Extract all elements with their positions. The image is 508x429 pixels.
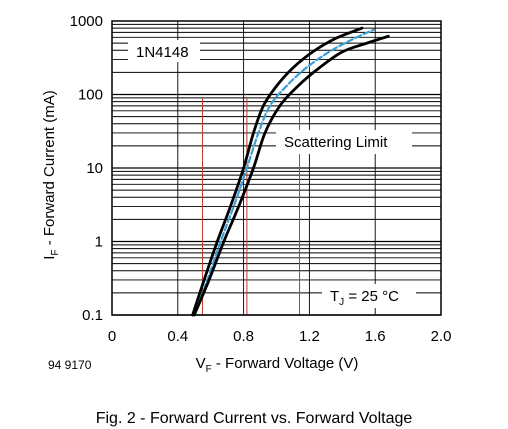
x-tick-label: 0 [108, 328, 116, 345]
typical-curve [193, 28, 375, 317]
y-tick-label: 10 [86, 160, 103, 177]
temp-label-bg [322, 284, 416, 308]
x-tick-labels: 0 0.4 0.8 1.2 1.6 2.0 [108, 328, 452, 345]
y-tick-label: 0.1 [82, 307, 103, 324]
boundary-curve [192, 34, 390, 317]
x-tick-label: 1.6 [365, 328, 386, 345]
scatter-label-bg [276, 130, 412, 154]
part-label: 1N4148 [136, 44, 189, 61]
y-tick-label: 100 [78, 87, 103, 104]
x-tick-label: 0.4 [167, 328, 188, 345]
part-label-bg [128, 40, 200, 62]
y-tick-label: 1 [95, 234, 103, 251]
scattering-limit-label: Scattering Limit [284, 134, 388, 151]
x-tick-label: 1.2 [299, 328, 320, 345]
series-lines [191, 26, 390, 317]
plot-frame [111, 20, 442, 316]
y-tick-labels: 0.1 1 10 100 1000 [70, 13, 103, 324]
figure-caption: Fig. 2 - Forward Current vs. Forward Vol… [96, 410, 413, 427]
figure-id: 94 9170 [48, 358, 92, 372]
junction-temp-label: TJ = 25 °C [330, 288, 399, 308]
y-axis-title: IF - Forward Current (mA) [41, 90, 61, 259]
grid-lines [112, 21, 441, 316]
boundary-curve [191, 26, 364, 317]
y-tick-label: 1000 [70, 13, 103, 30]
x-axis-title: VF - Forward Voltage (V) [196, 355, 359, 375]
x-tick-label: 2.0 [431, 328, 452, 345]
x-tick-label: 0.8 [233, 328, 254, 345]
